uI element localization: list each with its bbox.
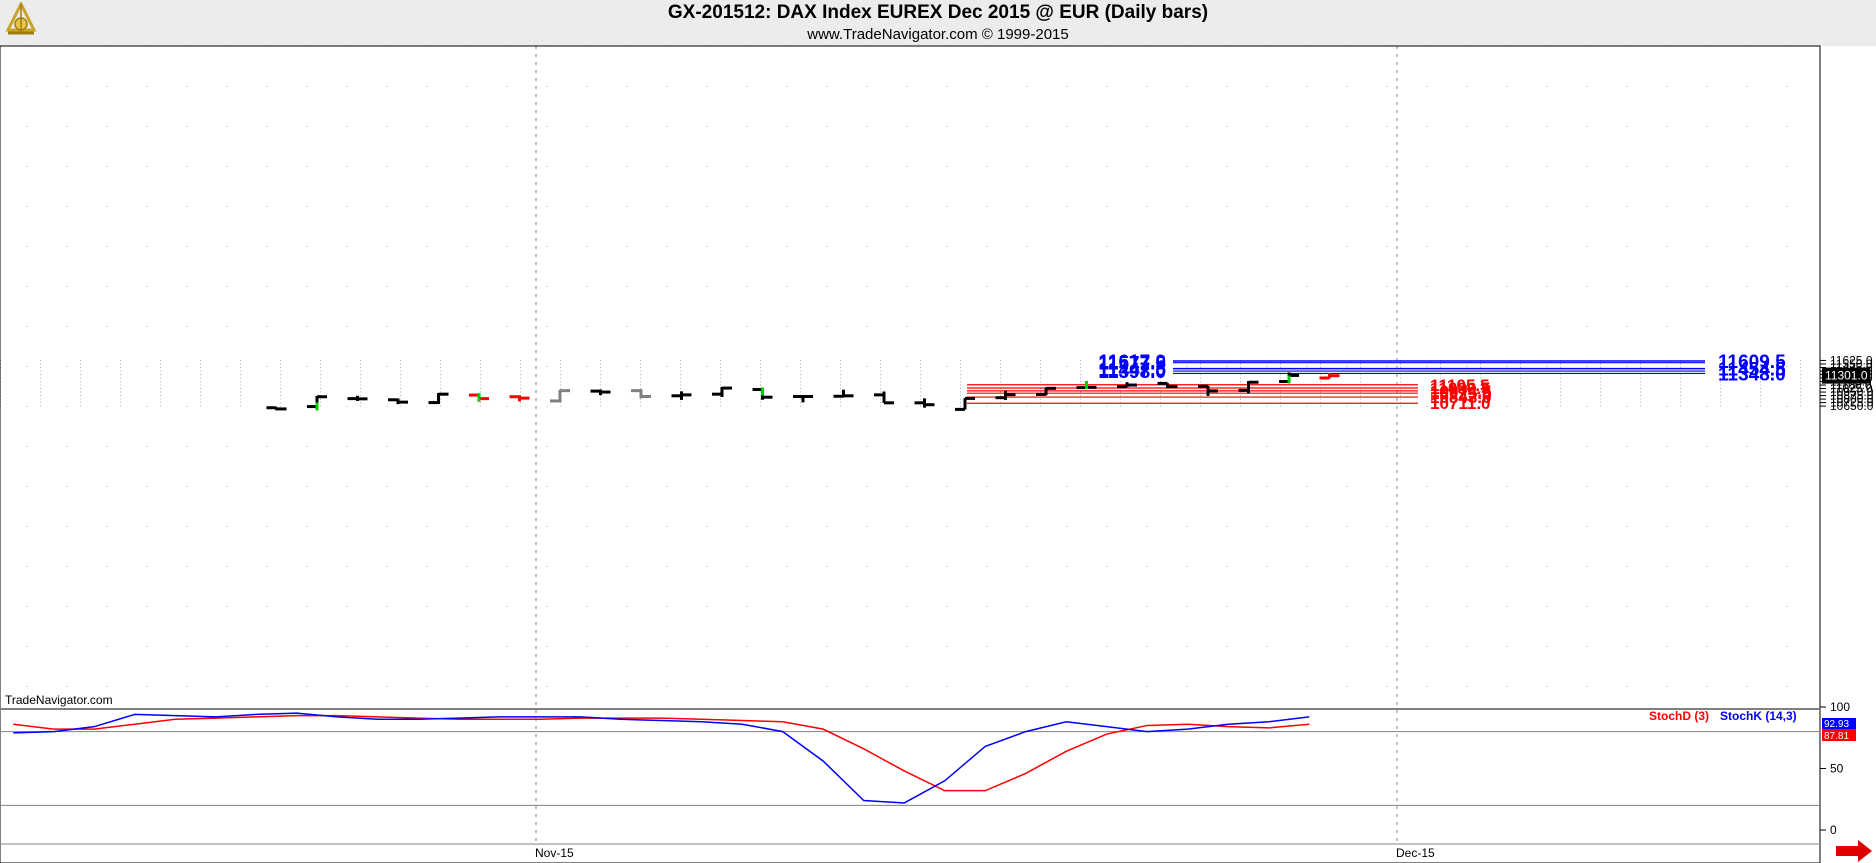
- ohlc-bar: [428, 392, 449, 405]
- ohlc-bar: [1238, 380, 1259, 394]
- support-label: 10843.0: [1430, 388, 1491, 407]
- ohlc-bar: [955, 396, 975, 411]
- ohlc-bar: [712, 386, 732, 397]
- ohlc-bar: [266, 406, 287, 411]
- last-price-label: 11301.0: [1825, 369, 1868, 383]
- ohlc-bar: [1036, 386, 1056, 396]
- y-tick-label: 10725.0: [1830, 396, 1874, 410]
- stoch-y-tick-label: 50: [1830, 762, 1844, 776]
- ohlc-bar: [631, 389, 651, 399]
- price-axis: 11625.011550.011475.011400.011325.011250…: [1820, 353, 1874, 413]
- ohlc-bar: [1157, 381, 1178, 389]
- stoch-series-line: [13, 714, 1310, 792]
- ohlc-bar: [347, 395, 368, 401]
- support-label: 10925.5: [1430, 384, 1491, 403]
- stoch-d-value-box: [1822, 729, 1856, 741]
- stoch-k-value-box: [1822, 718, 1856, 729]
- x-tick-label: Dec-15: [1396, 846, 1435, 860]
- plot-border: [0, 45, 1821, 863]
- ohlc-bar: [1198, 384, 1218, 396]
- legend-stoch-k: StochK (14,3): [1720, 709, 1797, 723]
- ohlc-bar: [793, 395, 813, 403]
- y-tick-label: 10650.0: [1830, 399, 1874, 413]
- ohlc-bar: [469, 393, 489, 402]
- stoch-y-tick-label: 100: [1830, 700, 1850, 714]
- watermark: TradeNavigator.com: [5, 693, 113, 707]
- ohlc-bar: [388, 398, 408, 405]
- resistance-label: 11609.5: [1718, 352, 1786, 373]
- ohlc-bar: [1279, 372, 1299, 384]
- stoch-series-line: [13, 712, 1310, 804]
- resistance-label: 11454.5: [1718, 359, 1786, 380]
- ohlc-bar: [874, 391, 894, 405]
- sextant-logo-icon: [5, 2, 37, 35]
- price-bars: [266, 372, 1340, 411]
- ohlc-bar: [550, 389, 570, 403]
- date-axis: Nov-15 Dec-15: [535, 846, 1435, 860]
- ohlc-bar: [914, 398, 935, 408]
- ohlc-bar: [671, 391, 692, 400]
- ohlc-bar: [307, 395, 327, 411]
- support-label: 10711.0: [1430, 394, 1491, 413]
- last-price-box: [1822, 367, 1870, 384]
- ohlc-bar: [509, 395, 530, 402]
- stoch-k-value: 92.93: [1824, 719, 1849, 730]
- ohlc-bar: [1117, 382, 1137, 389]
- legend-stoch-d: StochD (3): [1649, 709, 1709, 723]
- ohlc-bar: [590, 389, 611, 396]
- y-tick-label: 10875.0: [1830, 389, 1874, 403]
- y-tick-label: 11550.0: [1830, 357, 1873, 371]
- chart-header: GX-201512: DAX Index EUREX Dec 2015 @ EU…: [0, 0, 1876, 46]
- chart-subtitle: www.TradeNavigator.com © 1999-2015: [807, 26, 1069, 43]
- ohlc-bar: [752, 387, 773, 400]
- resistance-label: 11577.5: [1098, 354, 1166, 375]
- ohlc-bar: [833, 389, 854, 398]
- ohlc-bar: [995, 390, 1016, 400]
- plot-frame: [0, 45, 1821, 863]
- resistance-label: 11348.0: [1718, 364, 1786, 385]
- x-tick-label: Nov-15: [535, 846, 574, 860]
- ohlc-bar: [1319, 373, 1340, 380]
- stoch-d-value: 87.81: [1824, 731, 1849, 742]
- y-tick-label: 10800.0: [1830, 392, 1874, 406]
- level-lines: 11617.0 11609.5 11577.5 11454.5 11447.511398…: [967, 352, 1786, 413]
- ohlc-bar: [1076, 381, 1097, 390]
- resistance-label: 11398.0: [1098, 362, 1166, 383]
- resistance-label: 11447.5: [1098, 360, 1166, 381]
- y-tick-label: 11625.0: [1830, 353, 1873, 367]
- scroll-right-arrow-icon[interactable]: [1836, 840, 1872, 862]
- chart-title: GX-201512: DAX Index EUREX Dec 2015 @ EU…: [667, 2, 1209, 23]
- support-label: 11036.5: [1430, 379, 1491, 398]
- chart-grid: [0, 46, 1820, 844]
- stoch-y-tick-label: 0: [1830, 823, 1837, 837]
- y-tick-label: 10950.0: [1830, 385, 1874, 399]
- support-label: 11105.5: [1430, 376, 1490, 395]
- support-label: 10974.5: [1430, 382, 1491, 401]
- resistance-label: 11617.0: [1098, 352, 1166, 373]
- y-tick-label: 11025.0: [1830, 382, 1873, 396]
